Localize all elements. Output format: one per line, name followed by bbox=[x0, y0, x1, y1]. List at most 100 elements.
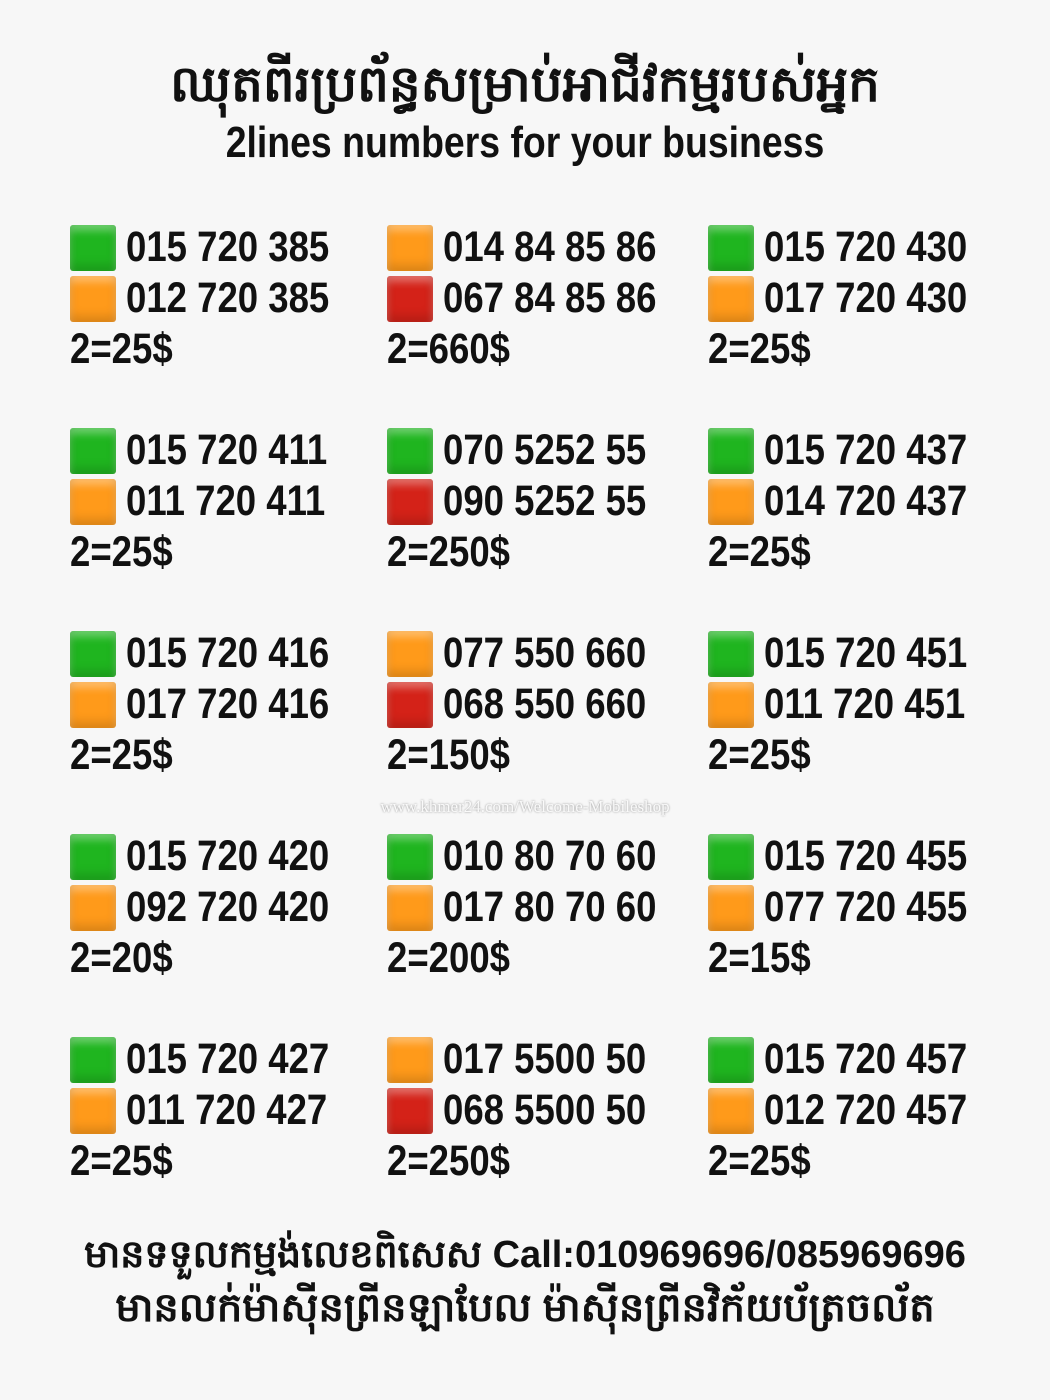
number-set: 015 720 420 092 720 420 2=20$ bbox=[70, 831, 390, 984]
set-price: 2=25$ bbox=[708, 325, 811, 373]
number-set: 015 720 430 017 720 430 2=25$ bbox=[708, 222, 1028, 375]
set-price: 2=250$ bbox=[387, 528, 510, 576]
phone-line: 015 720 451 bbox=[708, 628, 1028, 679]
number-set: 015 720 416 017 720 416 2=25$ bbox=[70, 628, 390, 781]
phone-number: 015 720 437 bbox=[764, 426, 968, 474]
green-square-icon bbox=[708, 224, 754, 271]
watermark: www.khmer24.com/Welcome-Mobileshop bbox=[380, 797, 670, 816]
number-set: 015 720 457 012 720 457 2=25$ bbox=[708, 1034, 1028, 1187]
orange-square-icon bbox=[70, 478, 116, 525]
phone-number: 015 720 416 bbox=[126, 629, 330, 677]
phone-number: 015 720 427 bbox=[126, 1035, 330, 1083]
orange-square-icon bbox=[708, 1087, 754, 1134]
green-square-icon bbox=[387, 427, 433, 474]
phone-line: 090 5252 55 bbox=[387, 476, 707, 527]
phone-line: 011 720 451 bbox=[708, 679, 1028, 730]
phone-line: 011 720 427 bbox=[70, 1085, 390, 1136]
number-set: 015 720 455 077 720 455 2=15$ bbox=[708, 831, 1028, 984]
phone-number: 014 84 85 86 bbox=[443, 223, 657, 271]
set-price: 2=15$ bbox=[708, 934, 811, 982]
phone-number: 012 720 457 bbox=[764, 1086, 968, 1134]
phone-number: 077 550 660 bbox=[443, 629, 647, 677]
phone-line: 068 550 660 bbox=[387, 679, 707, 730]
orange-square-icon bbox=[70, 884, 116, 931]
phone-number: 015 720 455 bbox=[764, 832, 968, 880]
phone-line: 070 5252 55 bbox=[387, 425, 707, 476]
phone-line: 092 720 420 bbox=[70, 882, 390, 933]
phone-number: 015 720 411 bbox=[126, 426, 328, 474]
set-price: 2=25$ bbox=[708, 731, 811, 779]
phone-line: 015 720 437 bbox=[708, 425, 1028, 476]
green-square-icon bbox=[70, 630, 116, 677]
phone-number: 015 720 457 bbox=[764, 1035, 968, 1083]
set-price: 2=150$ bbox=[387, 731, 510, 779]
set-price: 2=25$ bbox=[708, 1137, 811, 1185]
phone-number: 017 80 70 60 bbox=[443, 883, 657, 931]
number-set: 015 720 451 011 720 451 2=25$ bbox=[708, 628, 1028, 781]
number-set: 015 720 437 014 720 437 2=25$ bbox=[708, 425, 1028, 578]
phone-line: 012 720 457 bbox=[708, 1085, 1028, 1136]
footer-contact: មានទទួលកម្មង់លេខពិសេស Call:010969696/085… bbox=[84, 1234, 966, 1276]
phone-line: 017 80 70 60 bbox=[387, 882, 707, 933]
phone-number: 015 720 420 bbox=[126, 832, 330, 880]
phone-line: 015 720 411 bbox=[70, 425, 390, 476]
phone-number: 077 720 455 bbox=[764, 883, 968, 931]
set-price: 2=25$ bbox=[708, 528, 811, 576]
phone-line: 017 5500 50 bbox=[387, 1034, 707, 1085]
number-set: 077 550 660 068 550 660 2=150$ bbox=[387, 628, 707, 781]
phone-line: 011 720 411 bbox=[70, 476, 390, 527]
phone-line: 015 720 455 bbox=[708, 831, 1028, 882]
phone-line: 077 550 660 bbox=[387, 628, 707, 679]
phone-number: 014 720 437 bbox=[764, 477, 968, 525]
phone-line: 077 720 455 bbox=[708, 882, 1028, 933]
set-price: 2=25$ bbox=[70, 1137, 173, 1185]
number-set: 015 720 427 011 720 427 2=25$ bbox=[70, 1034, 390, 1187]
phone-number: 092 720 420 bbox=[126, 883, 330, 931]
green-square-icon bbox=[70, 224, 116, 271]
phone-line: 015 720 420 bbox=[70, 831, 390, 882]
phone-line: 015 720 427 bbox=[70, 1034, 390, 1085]
phone-number: 015 720 451 bbox=[764, 629, 968, 677]
phone-number: 017 720 430 bbox=[764, 274, 968, 322]
phone-number: 012 720 385 bbox=[126, 274, 330, 322]
phone-number: 017 5500 50 bbox=[443, 1035, 647, 1083]
orange-square-icon bbox=[70, 275, 116, 322]
orange-square-icon bbox=[387, 630, 433, 677]
orange-square-icon bbox=[387, 884, 433, 931]
phone-line: 015 720 457 bbox=[708, 1034, 1028, 1085]
red-square-icon bbox=[387, 681, 433, 728]
green-square-icon bbox=[70, 427, 116, 474]
red-square-icon bbox=[387, 275, 433, 322]
green-square-icon bbox=[708, 1036, 754, 1083]
phone-number: 011 720 427 bbox=[126, 1086, 328, 1134]
phone-line: 015 720 385 bbox=[70, 222, 390, 273]
orange-square-icon bbox=[708, 681, 754, 728]
green-square-icon bbox=[708, 833, 754, 880]
green-square-icon bbox=[387, 833, 433, 880]
phone-line: 015 720 416 bbox=[70, 628, 390, 679]
set-price: 2=660$ bbox=[387, 325, 510, 373]
phone-number: 017 720 416 bbox=[126, 680, 330, 728]
set-price: 2=25$ bbox=[70, 731, 173, 779]
number-set: 015 720 385 012 720 385 2=25$ bbox=[70, 222, 390, 375]
number-set: 010 80 70 60 017 80 70 60 2=200$ bbox=[387, 831, 707, 984]
orange-square-icon bbox=[387, 224, 433, 271]
phone-number: 011 720 451 bbox=[764, 680, 966, 728]
phone-line: 010 80 70 60 bbox=[387, 831, 707, 882]
green-square-icon bbox=[70, 1036, 116, 1083]
title-english: 2lines numbers for your business bbox=[225, 118, 825, 167]
phone-number: 067 84 85 86 bbox=[443, 274, 657, 322]
number-sets-grid: 015 720 385 012 720 385 2=25$ 014 84 85 86 0… bbox=[70, 222, 1030, 1202]
red-square-icon bbox=[387, 1087, 433, 1134]
number-set: 070 5252 55 090 5252 55 2=250$ bbox=[387, 425, 707, 578]
number-set: 017 5500 50 068 5500 50 2=250$ bbox=[387, 1034, 707, 1187]
phone-number: 015 720 385 bbox=[126, 223, 330, 271]
number-set: 014 84 85 86 067 84 85 86 2=660$ bbox=[387, 222, 707, 375]
phone-line: 017 720 416 bbox=[70, 679, 390, 730]
title-khmer: ឈុតពីរប្រព័ន្ធសម្រាប់អាជីវកម្មរបស់អ្នក bbox=[170, 56, 880, 112]
orange-square-icon bbox=[70, 1087, 116, 1134]
phone-line: 014 84 85 86 bbox=[387, 222, 707, 273]
phone-number: 015 720 430 bbox=[764, 223, 968, 271]
set-price: 2=250$ bbox=[387, 1137, 510, 1185]
green-square-icon bbox=[70, 833, 116, 880]
